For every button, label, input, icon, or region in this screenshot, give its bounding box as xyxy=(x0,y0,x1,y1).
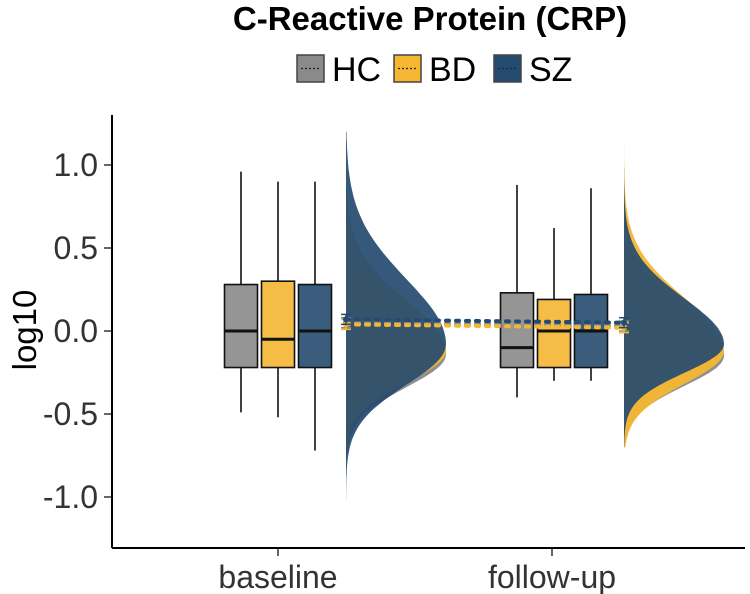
boxplots xyxy=(223,171,609,451)
x-axis: baseline follow-up xyxy=(218,548,616,594)
mean-line-sz xyxy=(344,317,626,325)
legend: HC BD SZ xyxy=(296,51,572,89)
box-iqr xyxy=(536,298,572,369)
box-bd-follow-up xyxy=(536,228,572,381)
box-hc-baseline xyxy=(223,171,259,413)
legend-item-hc: HC xyxy=(296,51,381,89)
y-tick-label: 1.0 xyxy=(54,147,98,183)
y-tick-label: 0.5 xyxy=(54,230,98,266)
box-bd-baseline xyxy=(260,181,296,418)
legend-item-bd: BD xyxy=(393,51,476,89)
box-iqr xyxy=(223,283,259,369)
legend-label: SZ xyxy=(529,51,572,89)
y-axis: 1.0 0.5 0.0 -0.5 -1.0 xyxy=(43,147,112,515)
mean-line-bd xyxy=(344,322,626,330)
density-clouds xyxy=(346,131,724,506)
y-tick-label: -1.0 xyxy=(43,479,98,515)
box-sz-baseline xyxy=(297,181,333,451)
box-sz-follow-up xyxy=(573,188,609,381)
box-iqr xyxy=(260,280,296,369)
legend-label: HC xyxy=(332,51,381,89)
y-tick-label: 0.0 xyxy=(54,313,98,349)
x-tick-label-follow-up: follow-up xyxy=(488,559,616,594)
y-tick-label: -0.5 xyxy=(43,396,98,432)
y-axis-title: log10 xyxy=(6,290,43,371)
mean-point xyxy=(621,319,627,326)
mean-point xyxy=(343,316,349,323)
box-iqr xyxy=(297,283,333,369)
box-iqr xyxy=(499,292,535,369)
x-tick-label-baseline: baseline xyxy=(218,559,337,594)
mean-sz-follow-up xyxy=(619,316,629,329)
density-sz-follow-up xyxy=(624,131,724,448)
mean-points xyxy=(341,313,629,334)
legend-label: BD xyxy=(429,51,476,89)
box-hc-follow-up xyxy=(499,184,535,398)
chart-title: C-Reactive Protein (CRP) xyxy=(233,0,627,37)
mean-sz-baseline xyxy=(341,313,351,326)
legend-item-sz: SZ xyxy=(493,51,572,89)
